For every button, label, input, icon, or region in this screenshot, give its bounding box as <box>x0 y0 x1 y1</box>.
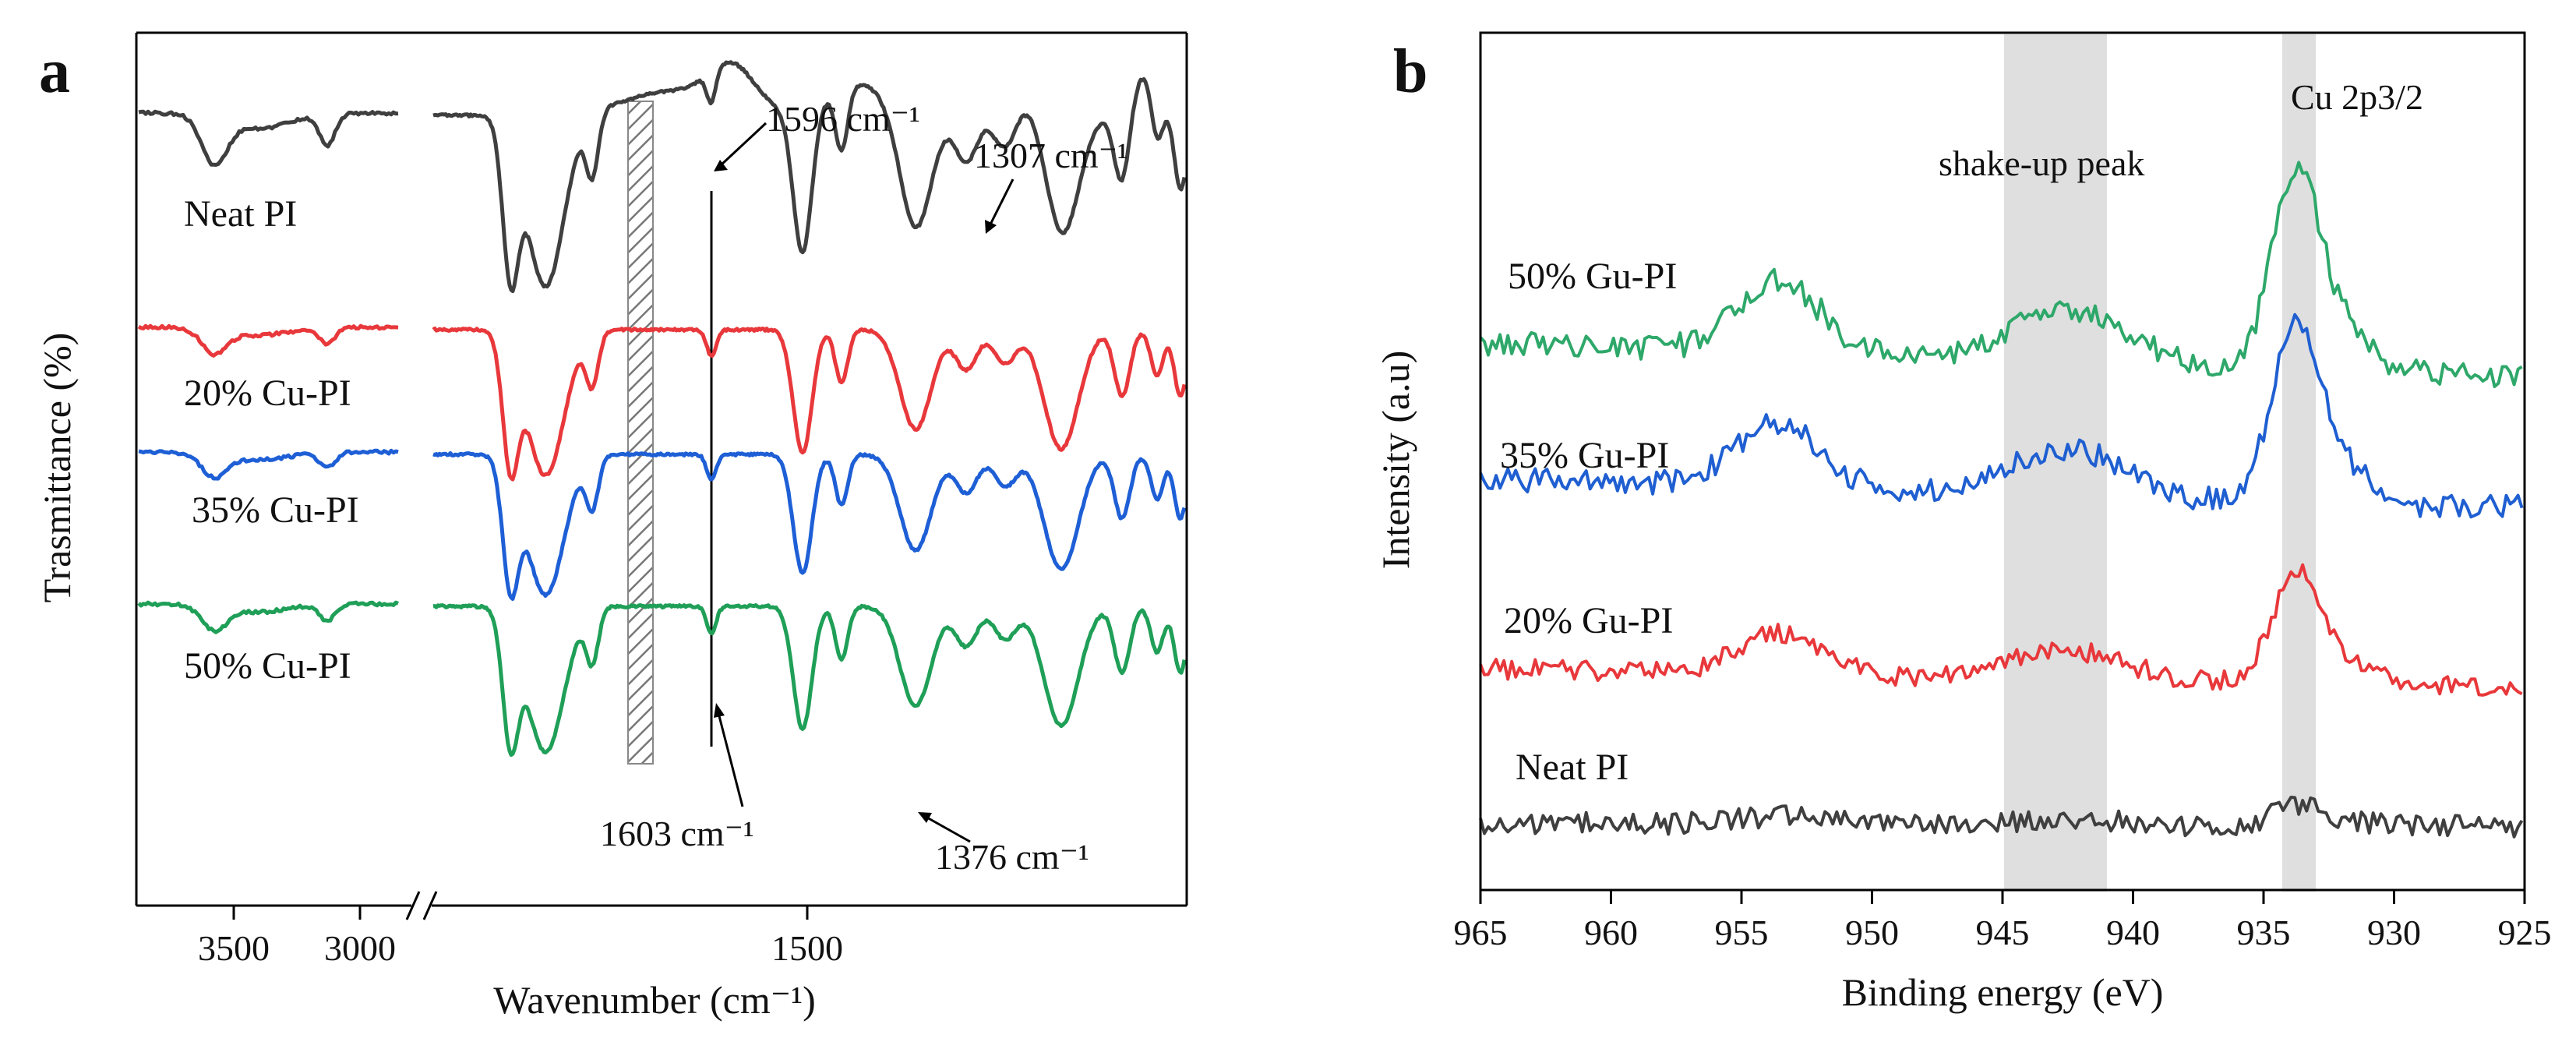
panel-a-label-neat-pi: Neat PI <box>184 193 297 235</box>
panel-a-x-axis-title: Wavenumber (cm⁻¹) <box>493 978 816 1022</box>
panel-a-series-1-right <box>432 327 1187 482</box>
panel-a-arrowhead-1596 <box>714 160 728 171</box>
panel-b-cu-2p-label: Cu 2p3/2 <box>2291 77 2423 117</box>
panel-b-y-axis-title: Intensity (a.u) <box>1374 351 1417 569</box>
panel-b-xps-chart: b 965 960 955 950 945 940 935 930 925 Bi… <box>1374 31 2552 1014</box>
panel-b-xtick-label-965: 965 <box>1454 913 1508 952</box>
panel-a-series-0-right <box>432 60 1187 294</box>
panel-b-xtick-label-930: 930 <box>2367 913 2421 952</box>
panel-a-arrowhead-1376 <box>918 812 932 823</box>
panel-b-label-neat-pi: Neat PI <box>1516 747 1629 788</box>
panel-a-label-20-cu-pi: 20% Cu-PI <box>184 373 351 414</box>
panel-b-x-ticks: 965 960 955 950 945 940 935 930 925 <box>1454 890 2552 952</box>
panel-a-series-3-right <box>432 603 1187 758</box>
panel-b-series-1 <box>1479 313 2524 519</box>
panel-b-series-0 <box>1479 161 2523 388</box>
panel-b-xtick-label-950: 950 <box>1845 913 1899 952</box>
panel-b-series-3 <box>1479 796 2524 839</box>
panel-a-annotation-1376: 1376 cm⁻¹ <box>935 837 1089 877</box>
panel-a-series-2-left <box>138 448 399 481</box>
panel-b-shake-up-label: shake-up peak <box>1939 143 2144 183</box>
panel-b-cu-2p-region <box>2282 34 2316 892</box>
panel-a-axis-break-mark-1 <box>405 891 421 920</box>
panel-a-series-0-left <box>138 109 399 167</box>
panel-a-ftir-chart: a 3500 3000 1500 Wavenumber (cm⁻¹) Trasm… <box>35 31 1188 1022</box>
panel-b-xtick-label-960: 960 <box>1584 913 1638 952</box>
panel-b-xtick-label-940: 940 <box>2106 913 2160 952</box>
panel-b-xtick-label-955: 955 <box>1715 913 1769 952</box>
panel-b-label-35-gu-pi: 35% Gu-PI <box>1500 435 1669 476</box>
panel-b-label-50-gu-pi: 50% Gu-PI <box>1508 256 1677 297</box>
panel-a-arrowhead-1603 <box>714 703 725 718</box>
panel-a-arrow-1376 <box>925 815 971 843</box>
panel-b-xtick-label-925: 925 <box>2498 913 2552 952</box>
panel-a-hatched-band <box>627 101 654 765</box>
panel-a-label-50-cu-pi: 50% Cu-PI <box>184 645 351 687</box>
panel-b-x-axis-title: Binding energy (eV) <box>1842 970 2164 1014</box>
panel-b-letter: b <box>1393 37 1428 106</box>
panel-a-arrowhead-1307 <box>985 220 997 234</box>
panel-a-arrow-1596 <box>719 122 768 167</box>
panel-b-label-20-gu-pi: 20% Gu-PI <box>1504 600 1673 641</box>
panel-a-arrow-1307 <box>988 178 1015 227</box>
panel-a-xtick-label-3500: 3500 <box>198 928 270 968</box>
panel-b-xtick-label-935: 935 <box>2237 913 2291 952</box>
panel-a-series-2-right <box>432 451 1187 601</box>
panel-a-arrow-1603 <box>717 712 744 807</box>
panel-a-annotation-1596: 1596 cm⁻¹ <box>766 99 920 139</box>
panel-a-y-axis-title: Trasmittance (%) <box>35 333 79 603</box>
panel-a-series-3-left <box>137 600 399 634</box>
panel-a-xtick-label-1500: 1500 <box>771 928 843 968</box>
panel-a-xtick-label-3000: 3000 <box>324 928 396 968</box>
panel-a-label-35-cu-pi: 35% Cu-PI <box>192 489 359 531</box>
panel-b-series-2 <box>1479 563 2523 697</box>
panel-a-series-1-left <box>137 323 399 358</box>
panel-a-axis-break-mark-2 <box>422 891 438 920</box>
panel-a-annotation-1307: 1307 cm⁻¹ <box>974 136 1128 175</box>
panel-b-xtick-label-945: 945 <box>1976 913 2030 952</box>
panel-b-curves <box>1479 161 2524 839</box>
panel-a-letter: a <box>39 37 70 106</box>
panel-a-annotation-1603: 1603 cm⁻¹ <box>600 814 754 853</box>
panel-a-curves <box>137 60 1187 758</box>
